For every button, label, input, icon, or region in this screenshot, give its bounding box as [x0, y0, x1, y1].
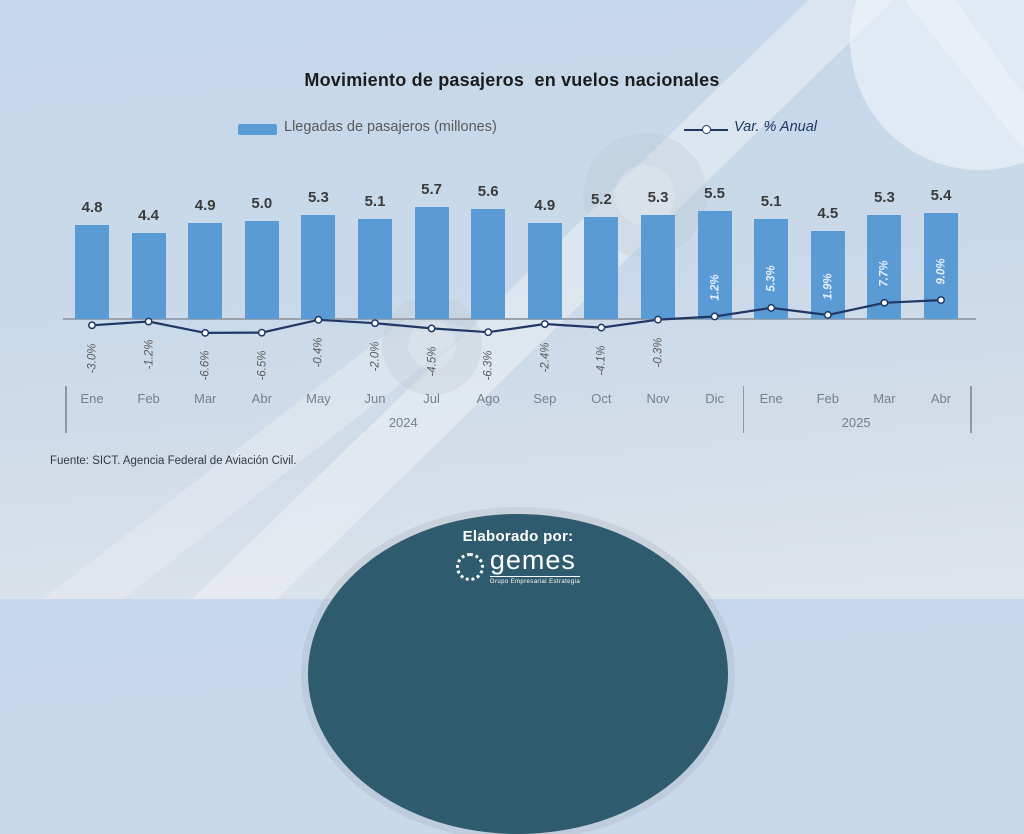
source-text: Fuente: SICT. Agencia Federal de Aviació… [50, 455, 297, 467]
chart-title: Movimiento de pasajeros en vuelos nacion… [304, 70, 720, 90]
var-percent-label: 1.2% [708, 274, 721, 301]
bar-value-label: 5.2 [590, 191, 612, 209]
bar [471, 209, 506, 319]
month-label: Oct [591, 391, 612, 406]
axis-group-divider [970, 386, 972, 433]
line-point [484, 328, 493, 337]
legend-line-marker-icon [702, 125, 711, 134]
bar-value-label: 5.4 [930, 187, 952, 205]
year-label: 2025 [841, 415, 871, 430]
bar [641, 215, 675, 319]
gemes-logo-text: gemes [489, 547, 581, 577]
var-percent-label: -6.3% [482, 350, 495, 381]
legend-line-label: Var. % Anual [734, 119, 818, 135]
line-point [371, 319, 379, 328]
var-percent-label: -2.4% [538, 342, 551, 373]
month-label: Jun [364, 391, 386, 406]
bar-value-label: 5.1 [364, 193, 386, 211]
var-percent-label: -0.3% [652, 337, 664, 368]
month-label: Abr [251, 391, 272, 406]
bar [358, 219, 392, 319]
month-label: Feb [137, 391, 160, 406]
bar-value-label: 5.3 [873, 189, 895, 207]
legend-bars-label: Llegadas de pasajeros (millones) [284, 119, 497, 135]
axis-group-divider [65, 386, 67, 433]
var-percent-label: -4.1% [595, 345, 608, 376]
bar-value-label: 4.9 [194, 196, 216, 214]
var-percent-label: 9.0% [935, 257, 947, 285]
var-percent-label: -4.5% [425, 346, 438, 377]
footer-ellipse: Elaborado por: gemes Grupo Empresarial E… [308, 514, 728, 834]
var-percent-label: 1.9% [821, 272, 834, 300]
var-percent-label: -3.0% [86, 343, 98, 374]
bar-value-label: 5.0 [251, 195, 273, 212]
month-label: Feb [816, 391, 839, 406]
line-point [597, 323, 606, 332]
line-point [427, 324, 436, 333]
bar-value-label: 4.5 [817, 204, 839, 222]
bar-value-label: 5.1 [760, 193, 782, 211]
year-label: 2024 [388, 415, 418, 430]
gemes-logo: gemes Grupo Empresarial Estrategia [455, 547, 581, 585]
month-label: Mar [873, 391, 896, 406]
bar [527, 222, 562, 319]
month-label: Dic [705, 391, 724, 406]
bar-value-label: 5.7 [421, 181, 443, 199]
line-point [257, 328, 266, 337]
month-label: Ene [759, 391, 783, 406]
bar [75, 224, 109, 319]
bar-value-label: 5.3 [307, 189, 329, 207]
bar-value-label: 4.9 [534, 196, 556, 214]
month-label: Sep [533, 391, 557, 406]
bar [131, 232, 166, 319]
legend-bars-swatch [238, 124, 277, 135]
elaborado-label: Elaborado por: [462, 528, 574, 545]
var-percent-label: -1.2% [142, 339, 155, 370]
bar [584, 217, 619, 319]
month-label: Abr [930, 391, 952, 406]
line-point [540, 320, 549, 328]
bar [301, 215, 336, 319]
bar [244, 221, 279, 319]
axis-group-divider [742, 386, 745, 433]
bar [414, 207, 449, 319]
bar-value-label: 4.4 [138, 206, 160, 224]
var-percent-label: -6.5% [255, 350, 268, 381]
line-point [88, 321, 96, 330]
bar-value-label: 5.5 [704, 185, 726, 203]
var-percent-label: -0.4% [312, 337, 325, 368]
gemes-logo-icon [455, 553, 484, 581]
month-label: May [306, 391, 331, 406]
var-percent-label: 7.7% [878, 260, 891, 287]
month-label: Mar [193, 391, 217, 406]
bar-value-label: 5.6 [477, 183, 499, 201]
var-percent-label: 5.3% [765, 265, 778, 292]
var-percent-label: -6.6% [199, 350, 212, 381]
month-label: Ago [476, 391, 500, 406]
bar-value-label: 5.3 [647, 189, 669, 207]
month-label: Nov [646, 391, 670, 406]
month-label: Jul [423, 391, 440, 406]
line-point [201, 328, 210, 337]
bar [188, 222, 223, 319]
month-label: Ene [80, 391, 104, 406]
gemes-logo-tagline: Grupo Empresarial Estrategia [489, 579, 581, 585]
var-percent-label: -2.0% [369, 341, 381, 372]
bar-value-label: 4.8 [81, 198, 103, 216]
